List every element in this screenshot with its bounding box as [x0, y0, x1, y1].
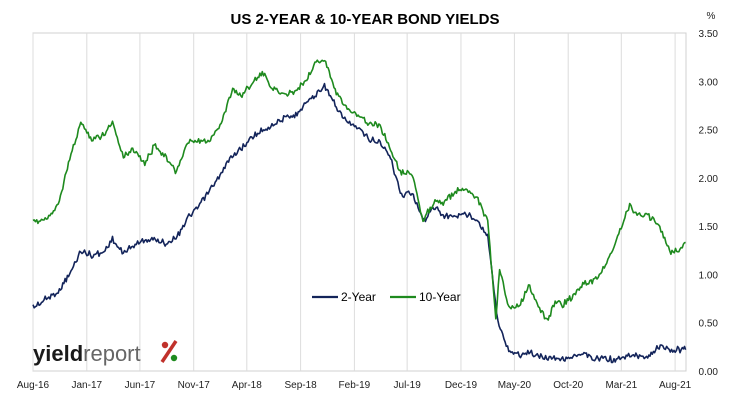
x-tick-label: Jul-19 [394, 380, 422, 391]
y-tick-label: 0.00 [699, 367, 719, 378]
percent-dot-bottom [170, 354, 178, 362]
legend-label-10-year: 10-Year [419, 290, 461, 304]
plot-border [32, 32, 687, 372]
y-tick-label: 2.00 [699, 174, 719, 185]
x-tick-label: Apr-18 [232, 380, 262, 391]
series-line-2-year [32, 82, 687, 364]
legend: 2-Year 10-Year [312, 290, 461, 304]
chart-title: US 2-YEAR & 10-YEAR BOND YIELDS [231, 11, 500, 28]
x-tick-label: Jan-17 [72, 380, 103, 391]
series-lines [32, 59, 687, 364]
x-tick-label: Aug-16 [17, 380, 50, 391]
logo-text-yield: yield [33, 341, 83, 366]
x-tick-label: Dec-19 [445, 380, 478, 391]
y-axis-unit: % [707, 11, 716, 22]
y-tick-label: 2.50 [699, 126, 719, 137]
x-tick-label: Sep-18 [284, 380, 317, 391]
svg-text:yieldreport: yieldreport [33, 341, 141, 366]
x-tick-label: Aug-21 [659, 380, 692, 391]
y-tick-label: 0.50 [699, 319, 719, 330]
y-tick-label: 3.50 [699, 29, 719, 40]
y-axis-ticks: 0.00 0.50 1.00 1.50 2.00 2.50 3.00 3.50 [699, 29, 719, 378]
x-tick-label: May-20 [498, 380, 532, 391]
x-tick-label: Jun-17 [125, 380, 156, 391]
legend-label-2-year: 2-Year [341, 290, 376, 304]
yieldreport-logo: yieldreport [33, 340, 178, 366]
x-tick-label: Mar-21 [605, 380, 637, 391]
vertical-gridlines [32, 33, 676, 371]
x-tick-label: Feb-19 [339, 380, 371, 391]
series-line-10-year [32, 59, 686, 321]
y-tick-label: 1.50 [699, 222, 719, 233]
y-tick-label: 3.00 [699, 77, 719, 88]
x-axis-ticks: Aug-16 Jan-17 Jun-17 Nov-17 Apr-18 Sep-18 Feb-… [17, 380, 692, 391]
percent-logo-icon [160, 340, 178, 363]
percent-slash [160, 340, 178, 363]
y-tick-label: 1.00 [699, 270, 719, 281]
x-tick-label: Nov-17 [178, 380, 211, 391]
percent-dot-top [161, 341, 169, 349]
x-tick-label: Oct-20 [553, 380, 583, 391]
plot-area [32, 32, 687, 372]
logo-text-report: report [83, 341, 140, 366]
